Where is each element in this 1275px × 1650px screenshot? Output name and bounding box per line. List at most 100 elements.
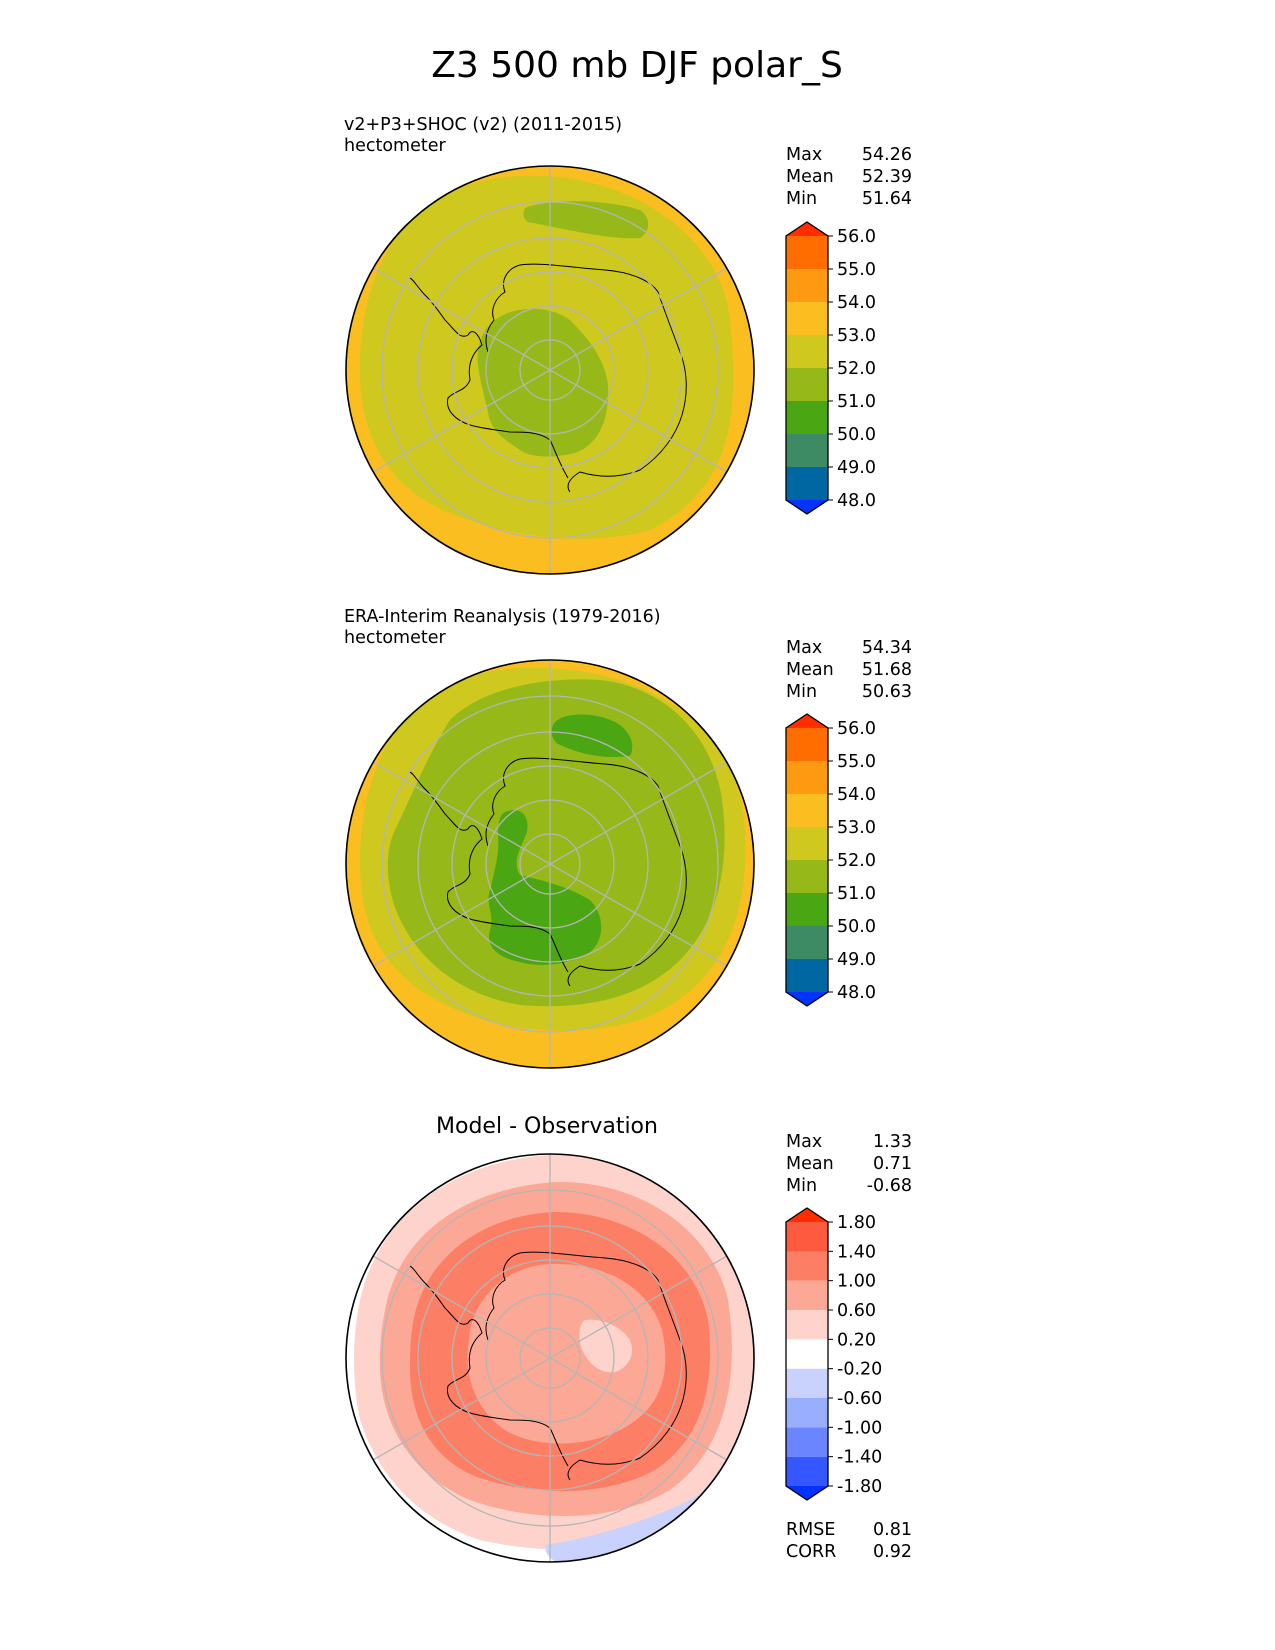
colorbar-tick-label: 56.0 <box>837 227 876 247</box>
panel-reference-min-label: Min <box>786 682 817 702</box>
colorbar-tick-label: 1.40 <box>837 1242 876 1262</box>
colorbar-tick-label: -1.00 <box>837 1418 882 1438</box>
colorbar-tick-label: -0.60 <box>837 1389 882 1409</box>
colorbar-bin <box>786 1222 828 1252</box>
panel-reference-max-label: Max <box>786 638 822 658</box>
colorbar-tick-label: 52.0 <box>837 851 876 871</box>
colorbar-tick-label: 0.60 <box>837 1301 876 1321</box>
panel-test-level-51-52-ridge <box>523 201 649 239</box>
colorbar-tick-label: 51.0 <box>837 392 876 412</box>
colorbar-tick-label: 50.0 <box>837 917 876 937</box>
colorbar-tick-label: 48.0 <box>837 491 876 511</box>
colorbar-tick-label: 0.20 <box>837 1330 876 1350</box>
panel-diff-rmse-value: 0.81 <box>873 1520 912 1540</box>
panel-reference-title: ERA-Interim Reanalysis (1979-2016) <box>344 607 661 627</box>
panel-reference-coastline <box>409 757 687 987</box>
panel-test-mean-value: 52.39 <box>862 167 912 187</box>
colorbar-tick-label: -1.40 <box>837 1448 882 1468</box>
colorbar-tick-label: 56.0 <box>837 719 876 739</box>
colorbar-tick-label: 49.0 <box>837 458 876 478</box>
panel-diff-max-label: Max <box>786 1132 822 1152</box>
colorbar-tick-label: 1.00 <box>837 1272 876 1292</box>
colorbar-bin <box>786 1310 828 1340</box>
panel-diff-min-label: Min <box>786 1176 817 1196</box>
panel-reference-units: hectometer <box>344 628 446 648</box>
colorbar-extend-min <box>786 1486 828 1500</box>
colorbar-tick-label: 53.0 <box>837 326 876 346</box>
colorbar-tick-label: 54.0 <box>837 785 876 805</box>
panel-diff-min-value: -0.68 <box>867 1176 912 1196</box>
panel-test: v2+P3+SHOC (v2) (2011-2015) hectometer M… <box>344 115 912 575</box>
colorbar-bin <box>786 467 828 500</box>
colorbar-extend-min <box>786 992 828 1006</box>
colorbar-bin <box>786 236 828 269</box>
panel-reference-mean-value: 51.68 <box>862 660 912 680</box>
colorbar-bin <box>786 1456 828 1486</box>
colorbar-tick-label: -0.20 <box>837 1360 882 1380</box>
colorbar-extend-min <box>786 500 828 514</box>
colorbar-bin <box>786 926 828 959</box>
colorbar-tick-label: 1.80 <box>837 1213 876 1233</box>
colorbar-tick-label: 48.0 <box>837 983 876 1003</box>
panel-reference-mean-label: Mean <box>786 660 834 680</box>
panel-reference-graticule <box>372 660 728 1068</box>
panel-test-coastline <box>409 263 687 493</box>
panel-diff-title: Model - Observation <box>436 1114 658 1139</box>
colorbar-bin <box>786 893 828 926</box>
panel-test-mean-label: Mean <box>786 167 834 187</box>
panel-test-max-label: Max <box>786 145 822 165</box>
panel-diff-max-value: 1.33 <box>873 1132 912 1152</box>
panel-diff-boundary <box>345 1153 755 1563</box>
panel-diff-corr-value: 0.92 <box>873 1542 912 1562</box>
colorbar-bin <box>786 302 828 335</box>
colorbar-bin <box>786 959 828 992</box>
panel-diff-coastline <box>409 1251 687 1481</box>
colorbar-bin <box>786 1280 828 1310</box>
panel-reference-colorbar: 48.0 49.0 50.0 51.0 52.0 53.0 54.0 55.0 56.0 <box>785 713 876 1007</box>
colorbar-bin <box>786 1368 828 1398</box>
colorbar-bin <box>786 434 828 467</box>
colorbar-bin <box>786 269 828 302</box>
colorbar-bin <box>786 1251 828 1281</box>
colorbar-tick-label: 50.0 <box>837 425 876 445</box>
colorbar-bin <box>786 827 828 860</box>
panel-test-min-value: 51.64 <box>862 189 912 209</box>
colorbar-tick-label: 55.0 <box>837 752 876 772</box>
colorbar-tick-label: -1.80 <box>837 1477 882 1497</box>
panel-test-boundary <box>345 165 755 575</box>
panel-reference-level-50-51-ridge <box>551 714 633 758</box>
colorbar-bin <box>786 1339 828 1369</box>
colorbar-bin <box>786 401 828 434</box>
panel-diff-level-1.0-1.4-ring <box>410 1212 710 1492</box>
panel-diff-mean-value: 0.71 <box>873 1154 912 1174</box>
colorbar-bin <box>786 368 828 401</box>
colorbar-bin <box>786 761 828 794</box>
colorbar-bin <box>786 1427 828 1457</box>
panel-reference-boundary <box>345 659 755 1069</box>
colorbar-tick-label: 54.0 <box>837 293 876 313</box>
panel-diff: Model - Observation Max 1.33 Mean 0.71 M… <box>345 1114 912 1563</box>
colorbar-tick-label: 51.0 <box>837 884 876 904</box>
panel-test-min-label: Min <box>786 189 817 209</box>
panel-diff-mean-label: Mean <box>786 1154 834 1174</box>
panel-reference: ERA-Interim Reanalysis (1979-2016) hecto… <box>344 607 912 1069</box>
panel-diff-rmse-label: RMSE <box>786 1520 835 1540</box>
panel-test-colorbar: 48.0 49.0 50.0 51.0 52.0 53.0 54.0 55.0 56.0 <box>785 221 876 515</box>
panel-test-max-value: 54.26 <box>862 145 912 165</box>
colorbar-bin <box>786 794 828 827</box>
panel-test-graticule <box>372 166 728 574</box>
colorbar-bin <box>786 1398 828 1428</box>
colorbar-tick-label: 49.0 <box>837 950 876 970</box>
colorbar-tick-label: 52.0 <box>837 359 876 379</box>
panel-reference-level-51-52 <box>387 679 725 1007</box>
panel-diff-level-negative <box>545 1491 722 1562</box>
figure-title: Z3 500 mb DJF polar_S <box>431 45 843 86</box>
colorbar-tick-label: 53.0 <box>837 818 876 838</box>
panel-reference-min-value: 50.63 <box>862 682 912 702</box>
colorbar-bin <box>786 860 828 893</box>
colorbar-bin <box>786 335 828 368</box>
colorbar-bin <box>786 728 828 761</box>
panel-test-title: v2+P3+SHOC (v2) (2011-2015) <box>344 115 622 135</box>
colorbar-tick-label: 55.0 <box>837 260 876 280</box>
